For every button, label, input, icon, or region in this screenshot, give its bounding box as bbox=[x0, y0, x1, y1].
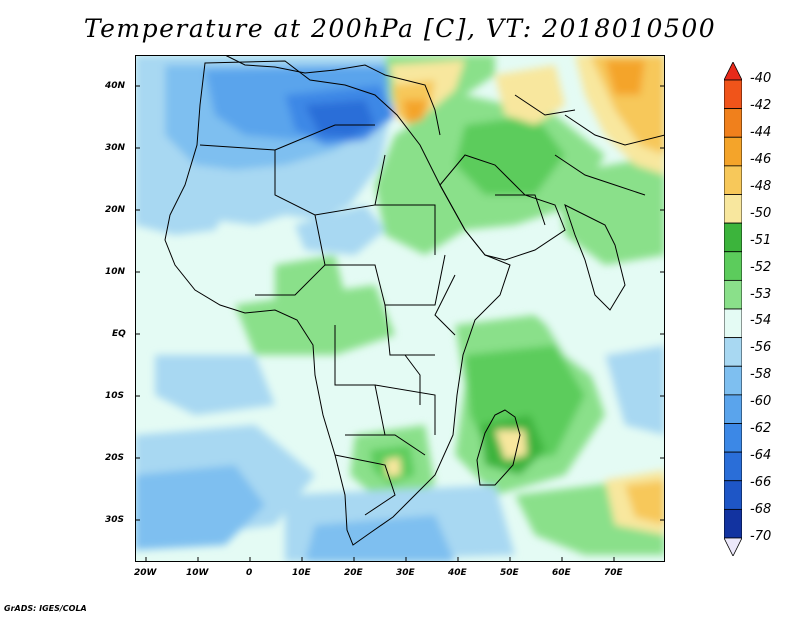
lat-label-30s: 30S bbox=[105, 515, 125, 525]
colorbar-label: -62 bbox=[750, 421, 772, 437]
colorbar-label: -68 bbox=[750, 502, 772, 518]
colorbar-arrow-top bbox=[724, 62, 742, 81]
colorbar bbox=[724, 62, 742, 556]
lon-label-70e: 70E bbox=[604, 568, 623, 578]
lon-label-60e: 60E bbox=[552, 568, 571, 578]
colorbar-swatch bbox=[724, 136, 742, 167]
colorbar-label: -48 bbox=[750, 178, 772, 194]
colorbar-label: -70 bbox=[750, 529, 772, 544]
map-border bbox=[135, 55, 665, 562]
lon-label-50e: 50E bbox=[500, 568, 519, 578]
lat-label-20s: 20S bbox=[105, 453, 125, 463]
grads-credit: GrADS: IGES/COLA bbox=[4, 604, 87, 613]
colorbar-swatch bbox=[724, 222, 742, 253]
coastlines bbox=[164, 55, 665, 546]
colorbar-swatch bbox=[724, 79, 742, 110]
colorbar-swatch bbox=[724, 451, 742, 482]
colorbar-label: -44 bbox=[750, 124, 772, 140]
lat-label-eq: EQ bbox=[112, 329, 126, 339]
colorbar-swatch bbox=[724, 279, 742, 310]
lon-label-10w: 10W bbox=[186, 568, 209, 578]
lat-label-40n: 40N bbox=[105, 81, 126, 91]
chart-title: Temperature at 200hPa [C], VT: 201801050… bbox=[83, 14, 717, 43]
colorbar-swatch bbox=[724, 394, 742, 424]
colorbar-label: -60 bbox=[750, 394, 772, 410]
colorbar-label: -42 bbox=[750, 97, 772, 113]
colorbar-label: -64 bbox=[750, 448, 772, 464]
colorbar-swatch bbox=[724, 365, 742, 396]
lon-label-0: 0 bbox=[246, 568, 253, 578]
colorbar-label: -58 bbox=[750, 367, 772, 383]
lon-label-10e: 10E bbox=[292, 568, 311, 578]
colorbar-swatch bbox=[724, 108, 742, 138]
lat-label-30n: 30N bbox=[105, 143, 126, 153]
lat-label-10n: 10N bbox=[105, 267, 126, 277]
lon-label-40e: 40E bbox=[448, 568, 467, 578]
colorbar-swatch bbox=[724, 337, 742, 367]
colorbar-label: -51 bbox=[750, 232, 772, 248]
axis-ticks bbox=[135, 85, 665, 562]
lat-label-20n: 20N bbox=[105, 205, 126, 215]
colorbar-label: -46 bbox=[750, 151, 772, 167]
colorbar-swatch bbox=[724, 194, 742, 224]
colorbar-label: -53 bbox=[750, 286, 772, 302]
colorbar-arrow-bottom bbox=[724, 537, 742, 556]
lon-label-30e: 30E bbox=[396, 568, 415, 578]
colorbar-label: -54 bbox=[750, 313, 772, 329]
temperature-map bbox=[135, 55, 665, 562]
colorbar-swatch bbox=[724, 251, 742, 281]
lon-label-20e: 20E bbox=[344, 568, 363, 578]
colorbar-swatch bbox=[724, 480, 742, 510]
colorbar-swatch bbox=[724, 508, 742, 539]
colorbar-label: -40 bbox=[750, 71, 772, 86]
lon-label-20w: 20W bbox=[134, 568, 157, 578]
colorbar-label: -50 bbox=[750, 205, 772, 221]
colorbar-label: -52 bbox=[750, 259, 772, 275]
colorbar-swatch bbox=[724, 308, 742, 339]
colorbar-label: -56 bbox=[750, 340, 772, 356]
colorbar-label: -66 bbox=[750, 475, 772, 491]
lat-label-10s: 10S bbox=[105, 391, 125, 401]
colorbar-swatch bbox=[724, 165, 742, 195]
colorbar-swatch bbox=[724, 423, 742, 453]
